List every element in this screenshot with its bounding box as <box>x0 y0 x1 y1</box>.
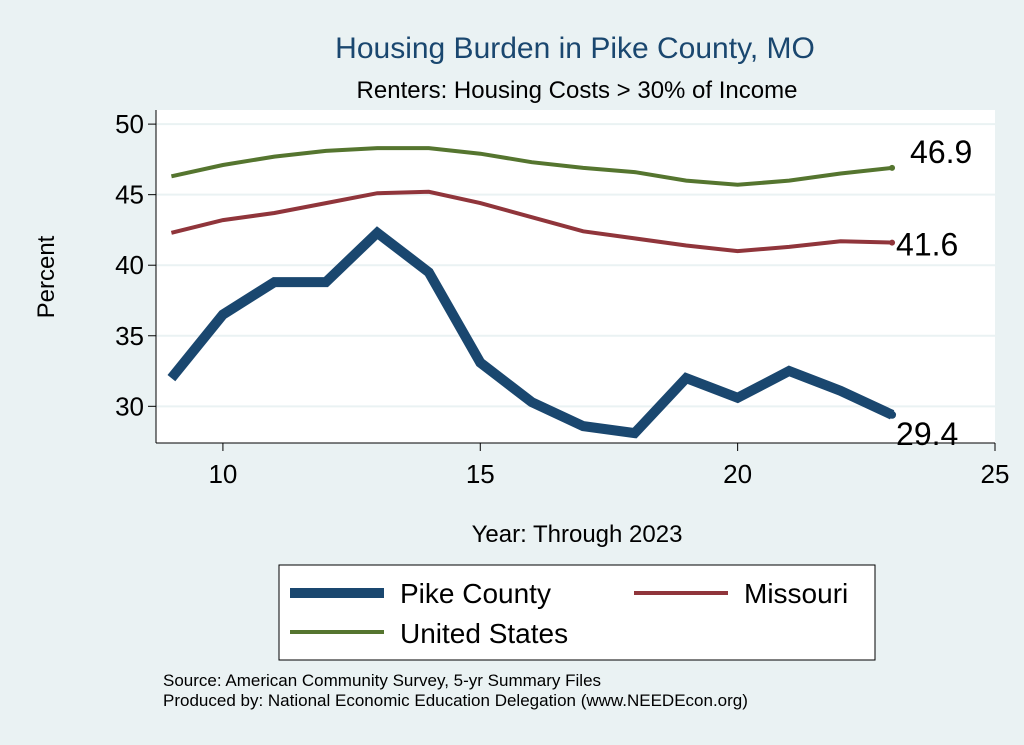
producer-note: Produced by: National Economic Education… <box>163 691 748 710</box>
x-axis-title: Year: Through 2023 <box>472 521 683 548</box>
x-tick-label: 10 <box>208 459 237 489</box>
y-tick-label: 45 <box>115 180 144 210</box>
source-note: Source: American Community Survey, 5-yr … <box>163 671 601 690</box>
x-tick-label: 20 <box>723 459 752 489</box>
y-tick-label: 50 <box>115 109 144 139</box>
end-point <box>889 164 896 171</box>
chart-title: Housing Burden in Pike County, MO <box>335 32 815 65</box>
legend-label-pike: Pike County <box>400 578 551 609</box>
legend-label-us: United States <box>400 618 568 649</box>
end-point <box>889 239 896 246</box>
y-tick-label: 35 <box>115 321 144 351</box>
end-label-united-states: 46.9 <box>910 134 972 170</box>
legend-label-missouri: Missouri <box>744 578 848 609</box>
series-line-pike-county <box>167 226 895 439</box>
chart-subtitle: Renters: Housing Costs > 30% of Income <box>357 77 798 104</box>
series-line-missouri <box>170 189 893 254</box>
y-tick-label: 30 <box>115 391 144 421</box>
end-label-missouri: 41.6 <box>896 227 958 263</box>
end-point <box>888 410 897 419</box>
axes: 30 35 40 45 50 10 15 20 25 <box>115 109 1009 489</box>
series-lines <box>167 146 897 439</box>
y-axis-title: Percent <box>33 235 60 318</box>
x-tick-label: 15 <box>466 459 495 489</box>
legend-box <box>278 564 876 661</box>
legend: Pike County Missouri United States <box>278 564 876 661</box>
gridlines <box>156 123 995 408</box>
plot-area <box>156 110 995 443</box>
end-label-pike-county: 29.4 <box>896 416 958 452</box>
series-line-united-states <box>170 146 893 187</box>
end-labels: 46.9 41.6 29.4 <box>896 134 972 452</box>
y-tick-label: 40 <box>115 250 144 280</box>
x-tick-label: 25 <box>981 459 1010 489</box>
